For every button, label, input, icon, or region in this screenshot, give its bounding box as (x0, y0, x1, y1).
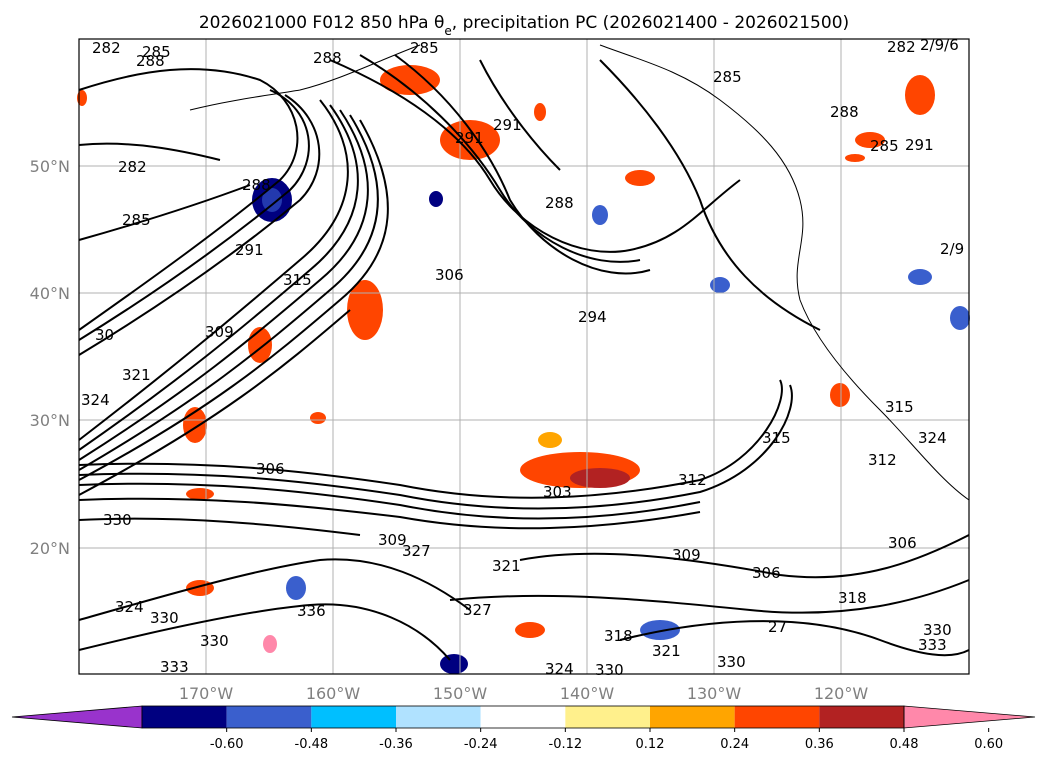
colorbar-segment (311, 706, 396, 728)
contour-label: 309 (378, 531, 407, 549)
contour-label: 327 (402, 542, 431, 560)
contour-label: 282 (118, 158, 147, 176)
contour-label: 288 (242, 176, 271, 194)
longitude-labels: 170°W 160°W 150°W 140°W 130°W 120°W (179, 684, 869, 703)
colorbar-tick-label: 0.24 (720, 737, 749, 752)
contour-label: 285 (142, 43, 171, 61)
contour-label: 324 (545, 660, 574, 678)
contour-label: 312 (868, 451, 897, 469)
contour-label: 333 (918, 636, 947, 654)
contour-label: 288 (136, 52, 165, 70)
colorbar-tick-label: -0.24 (464, 737, 498, 752)
contour-label: 2/9/6 (920, 36, 959, 54)
contour-label: 318 (604, 627, 633, 645)
contour-label: 303 (543, 483, 572, 501)
contour-label: 324 (81, 391, 110, 409)
lon-label-140w: 140°W (560, 684, 615, 703)
map-frame (78, 38, 970, 675)
latitude-labels: 50°N 40°N 30°N 20°N (30, 157, 70, 558)
colorbar-tick-label: -0.12 (549, 737, 583, 752)
lat-label-50n: 50°N (30, 157, 70, 176)
colorbar-segment (650, 706, 735, 728)
colorbar-frame (141, 705, 905, 729)
lon-label-130w: 130°W (687, 684, 742, 703)
contour-label: 306 (752, 564, 781, 582)
contour-label: 321 (492, 557, 521, 575)
contour-label: 315 (885, 398, 914, 416)
colorbar-extend-high (903, 705, 1036, 729)
lon-label-170w: 170°W (179, 684, 234, 703)
contour-label: 330 (200, 632, 229, 650)
colorbar-segment (142, 706, 227, 728)
colorbar-extend-low (11, 705, 143, 729)
colorbar-tick-label: 0.36 (805, 737, 834, 752)
contour-label: 306 (888, 534, 917, 552)
colorbar-segment (480, 706, 566, 728)
contour-labels: 282 285 288 285 288 291 291 285 282 2/9/… (81, 36, 964, 679)
contour-label: 330 (150, 609, 179, 627)
colorbar: -0.60 -0.48 -0.36 -0.24 -0.12 0.12 0.24 0.36 0.4… (11, 705, 1036, 752)
colorbar-segment (734, 706, 820, 728)
contour-label: 288 (313, 49, 342, 67)
contour-label: 324 (918, 429, 947, 447)
contour-label: 285 (410, 39, 439, 57)
contour-label: 315 (762, 429, 791, 447)
contour-label: 327 (463, 601, 492, 619)
contour-label: 306 (435, 266, 464, 284)
contour-label: 294 (578, 308, 607, 326)
contour-label: 291 (905, 136, 934, 154)
contour-label: 288 (545, 194, 574, 212)
contour-label: 285 (713, 68, 742, 86)
lon-label-120w: 120°W (814, 684, 869, 703)
lon-label-150w: 150°W (433, 684, 488, 703)
colorbar-tick-label: -0.36 (379, 737, 413, 752)
colorbar-segment (396, 706, 481, 728)
contour-label: 330 (103, 511, 132, 529)
colorbar-segment (565, 706, 650, 728)
contour-label: 285 (870, 137, 899, 155)
lon-label-160w: 160°W (306, 684, 361, 703)
lat-label-30n: 30°N (30, 411, 70, 430)
contour-label: 291 (455, 129, 484, 147)
colorbar-tick-label: 0.12 (636, 737, 665, 752)
contour-label: 291 (235, 241, 264, 259)
contour-label: 282 (92, 39, 121, 57)
contour-label: 318 (838, 589, 867, 607)
contour-label: 315 (283, 271, 312, 289)
contour-label: 30 (95, 326, 114, 344)
lat-label-40n: 40°N (30, 284, 70, 303)
precipitation-shading (77, 65, 970, 674)
contour-label: 333 (160, 658, 189, 676)
colorbar-segment (226, 706, 312, 728)
map-title: 2026021000 F012 850 hPa θe, precipitatio… (199, 13, 849, 38)
colorbar-tick-label: -0.48 (295, 737, 329, 752)
colorbar-tick-label: 0.60 (974, 737, 1003, 752)
coastlines (189, 44, 970, 501)
contour-label: 330 (923, 621, 952, 639)
colorbar-tick-label: -0.60 (210, 737, 244, 752)
contour-label: 312 (678, 471, 707, 489)
colorbar-tick-label: 0.48 (890, 737, 919, 752)
contour-label: 324 (115, 598, 144, 616)
contour-label: 321 (122, 366, 151, 384)
contour-label: 336 (297, 602, 326, 620)
contour-label: 27 (768, 618, 787, 636)
map-area: 282 285 288 285 288 291 291 285 282 2/9/… (77, 36, 970, 679)
contour-label: 321 (652, 642, 681, 660)
graticule (79, 39, 969, 674)
contour-label: 288 (830, 103, 859, 121)
contour-label: 291 (493, 116, 522, 134)
contour-label: 282 (887, 38, 916, 56)
theta-e-contours (78, 54, 970, 661)
lat-label-20n: 20°N (30, 539, 70, 558)
contour-label: 309 (205, 323, 234, 341)
contour-label: 285 (122, 211, 151, 229)
contour-label: 306 (256, 460, 285, 478)
contour-label: 330 (717, 653, 746, 671)
contour-label: 2/9 (940, 240, 964, 258)
contour-label: 309 (672, 546, 701, 564)
contour-label: 330 (595, 661, 624, 679)
colorbar-segment (819, 706, 904, 728)
